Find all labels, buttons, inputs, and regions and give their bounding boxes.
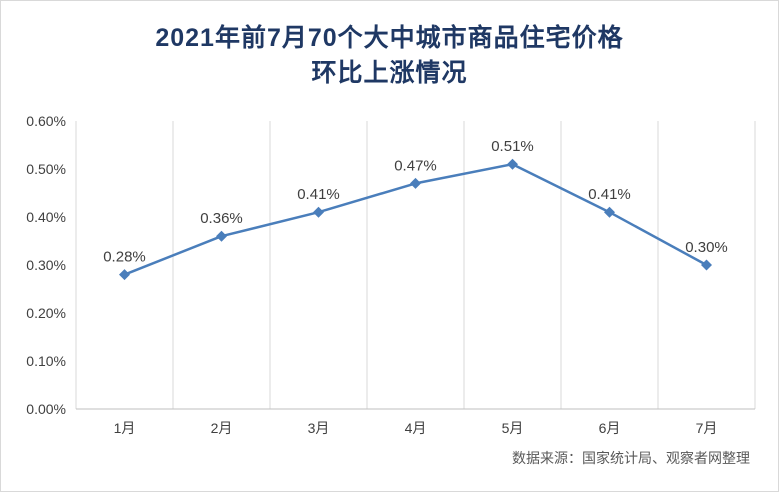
y-tick-label: 0.20% bbox=[26, 305, 66, 321]
data-label: 0.51% bbox=[491, 138, 534, 155]
data-label: 0.28% bbox=[103, 249, 146, 266]
source-note: 数据来源：国家统计局、观察者网整理 bbox=[512, 450, 750, 466]
y-tick-label: 0.60% bbox=[26, 113, 66, 129]
x-tick-label: 5月 bbox=[502, 420, 524, 436]
data-label: 0.30% bbox=[685, 239, 728, 256]
x-tick-label: 4月 bbox=[405, 420, 427, 436]
x-tick-label: 1月 bbox=[114, 420, 136, 436]
y-tick-label: 0.10% bbox=[26, 353, 66, 369]
y-tick-label: 0.00% bbox=[26, 401, 66, 417]
data-point-marker bbox=[701, 259, 712, 271]
y-tick-label: 0.40% bbox=[26, 209, 66, 225]
data-label: 0.47% bbox=[394, 157, 437, 174]
chart-title: 2021年前7月70个大中城市商品住宅价格 环比上涨情况 bbox=[1, 21, 778, 91]
data-label: 0.41% bbox=[588, 186, 631, 203]
line-chart: 0.60% 0.50% 0.40% 0.30% 0.20% 0.10% 0.00% 1月 2月 3… bbox=[26, 113, 756, 436]
y-tick-label: 0.30% bbox=[26, 257, 66, 273]
data-label: 0.41% bbox=[297, 186, 340, 203]
data-point-marker bbox=[604, 206, 615, 218]
data-point-marker bbox=[410, 177, 421, 189]
data-point-marker bbox=[119, 269, 130, 281]
data-point-marker bbox=[313, 206, 324, 218]
data-label: 0.36% bbox=[200, 210, 243, 227]
x-tick-label: 7月 bbox=[696, 420, 718, 436]
y-tick-label: 0.50% bbox=[26, 161, 66, 177]
x-tick-label: 3月 bbox=[308, 420, 330, 436]
data-point-marker bbox=[507, 158, 518, 170]
data-point-marker bbox=[216, 230, 227, 242]
x-tick-label: 2月 bbox=[211, 420, 233, 436]
x-tick-label: 6月 bbox=[599, 420, 621, 436]
chart-title-line-2: 环比上涨情况 bbox=[311, 59, 468, 87]
chart-title-line-1: 2021年前7月70个大中城市商品住宅价格 bbox=[155, 24, 624, 52]
